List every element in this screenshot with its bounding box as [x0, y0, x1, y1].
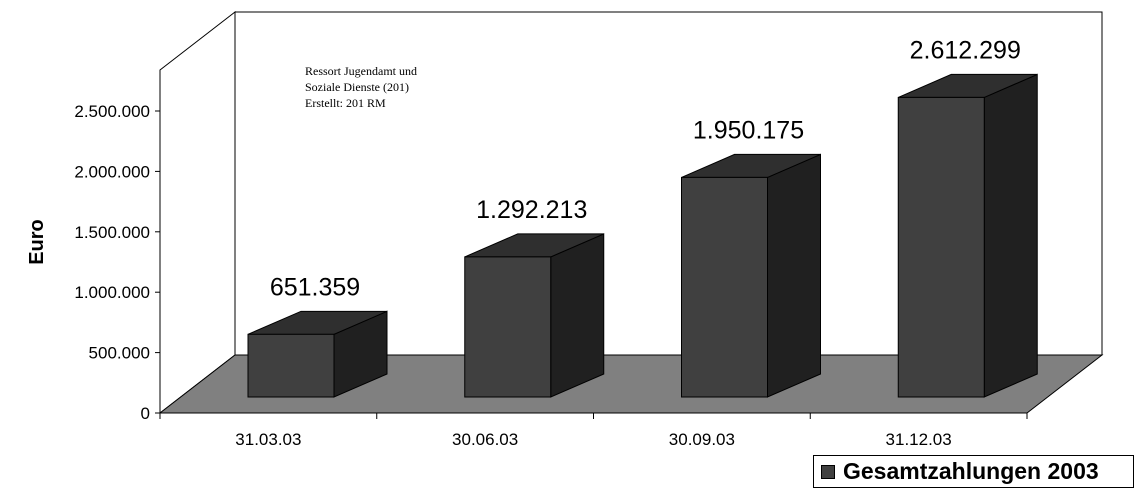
y-tick-label-5: 2.500.000 [74, 102, 150, 121]
data-label-1: 1.292.213 [476, 196, 587, 224]
annotation-line-1: Ressort Jugendamt und [305, 64, 417, 78]
bar-front-3 [897, 96, 985, 398]
data-label-3: 2.612.299 [910, 36, 1021, 64]
bar-front-1 [464, 256, 552, 398]
side-wall [159, 10, 236, 415]
y-tick-label-0: 0 [141, 404, 150, 423]
bar-side-1 [550, 233, 605, 398]
data-label-0: 651.359 [270, 273, 360, 301]
y-tick-label-1: 500.000 [89, 344, 150, 363]
floor [158, 354, 1104, 414]
y-axis-title: Euro [26, 219, 48, 265]
x-tick-label-1: 30.06.03 [452, 430, 518, 449]
legend-swatch [821, 464, 835, 479]
bar-side-2 [767, 153, 821, 398]
legend-label: Gesamtzahlungen 2003 [843, 458, 1099, 484]
bar-side-3 [983, 73, 1038, 398]
bar-front-0 [247, 333, 335, 398]
data-label-2: 1.950.175 [693, 116, 804, 144]
legend: Gesamtzahlungen 2003 [813, 455, 1134, 488]
bar-front-2 [681, 176, 768, 398]
annotation-line-3: Erstellt: 201 RM [305, 96, 386, 110]
x-tick-label-3: 31.12.03 [886, 430, 952, 449]
y-tick-label-4: 2.000.000 [74, 162, 150, 181]
y-tick-label-2: 1.000.000 [74, 283, 150, 302]
annotation: Ressort Jugendamt und Soziale Dienste (2… [305, 63, 417, 111]
y-tick-label-3: 1.500.000 [74, 223, 150, 242]
x-tick-label-2: 30.09.03 [669, 430, 735, 449]
x-tick-label-0: 31.03.03 [235, 430, 301, 449]
annotation-line-2: Soziale Dienste (201) [305, 80, 409, 94]
